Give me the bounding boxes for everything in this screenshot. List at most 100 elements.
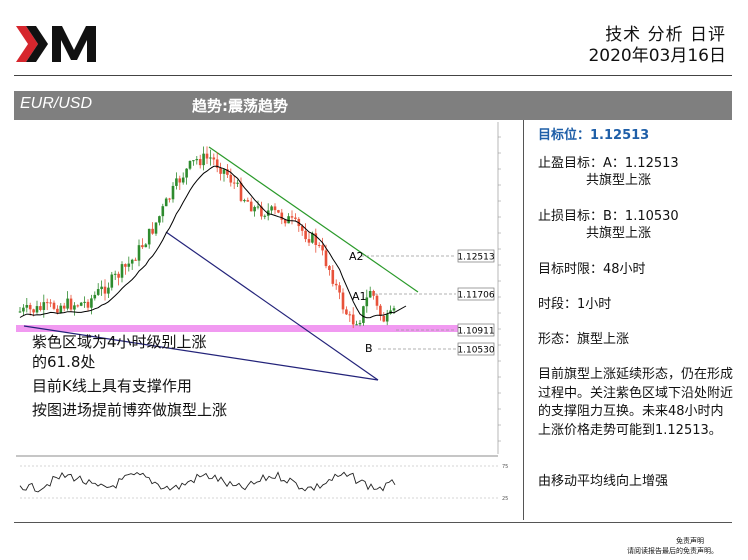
candle-body bbox=[124, 264, 127, 267]
lower-trendline bbox=[23, 325, 379, 381]
candle-body bbox=[243, 200, 246, 202]
candle-body bbox=[96, 289, 100, 295]
candle-body bbox=[205, 153, 209, 159]
candle-body bbox=[52, 302, 56, 309]
candle-body bbox=[321, 245, 324, 251]
price-label-a1: 1.11706 bbox=[457, 287, 495, 301]
candle-body bbox=[385, 313, 389, 322]
annotation-line-1: 紫色区域为4小时级别上涨 bbox=[32, 333, 207, 351]
candle-body bbox=[331, 269, 335, 284]
candle-body bbox=[175, 178, 178, 186]
candle-body bbox=[178, 178, 182, 183]
candle-body bbox=[28, 305, 32, 310]
candle-body bbox=[100, 286, 103, 290]
xm-logo bbox=[16, 26, 96, 62]
candle-body bbox=[22, 307, 25, 312]
candle-body bbox=[127, 263, 131, 267]
candle-body bbox=[294, 217, 297, 219]
candle-body bbox=[134, 259, 137, 261]
candle-body bbox=[368, 290, 372, 298]
candle-body bbox=[93, 294, 97, 299]
price-chart: 1.12513 1.11706 1.10911 1.10530 A2 A1 B … bbox=[16, 122, 522, 522]
candle-body bbox=[260, 206, 263, 217]
point-b: B bbox=[365, 342, 373, 355]
candle-body bbox=[249, 201, 253, 212]
candlesticks bbox=[18, 146, 396, 329]
candle-body bbox=[79, 302, 83, 306]
candle-body bbox=[192, 160, 195, 162]
osc-tick-75: 75 bbox=[502, 464, 508, 470]
candle-body bbox=[280, 212, 284, 220]
candle-body bbox=[83, 301, 86, 303]
candle-body bbox=[90, 298, 93, 308]
candle-body bbox=[273, 206, 277, 211]
candle-body bbox=[345, 309, 348, 315]
candle-body bbox=[226, 169, 229, 175]
candle-body bbox=[158, 216, 161, 223]
osc-tick-25: 25 bbox=[502, 496, 508, 502]
candle-body bbox=[120, 264, 124, 278]
candle-body bbox=[338, 285, 341, 293]
ma-note: 由移动平均线向上增强 bbox=[538, 474, 669, 489]
moving-average-line bbox=[19, 165, 407, 319]
candle-body bbox=[113, 273, 117, 275]
candle-body bbox=[39, 306, 42, 310]
candle-body bbox=[168, 198, 171, 200]
candle-body bbox=[154, 222, 158, 234]
candle-body bbox=[66, 298, 69, 309]
stop-loss-info: 止损目标：B：1.10530 共旗型上涨 bbox=[538, 209, 679, 241]
svg-text:1.10530: 1.10530 bbox=[457, 346, 494, 356]
candle-body bbox=[324, 250, 328, 267]
candle-body bbox=[358, 322, 362, 325]
trend-label: 趋势:震荡趋势 bbox=[192, 97, 288, 115]
pattern: 形态：旗型上涨 bbox=[538, 332, 630, 347]
candle-body bbox=[32, 309, 35, 313]
candle-body bbox=[362, 306, 365, 323]
candle-body bbox=[232, 182, 236, 184]
candle-body bbox=[181, 177, 185, 183]
candle-body bbox=[236, 182, 239, 184]
candle-body bbox=[209, 157, 212, 159]
candle-body bbox=[117, 273, 120, 278]
candle-body bbox=[382, 315, 386, 322]
candle-body bbox=[348, 314, 352, 316]
disclaimer-title: 免责声明 bbox=[676, 537, 704, 545]
candle-body bbox=[239, 182, 243, 201]
svg-text:1.10911: 1.10911 bbox=[457, 327, 494, 337]
candle-body bbox=[351, 314, 355, 325]
candle-body bbox=[202, 153, 205, 166]
candle-body bbox=[270, 206, 273, 211]
candle-body bbox=[212, 157, 216, 160]
support-zone bbox=[16, 325, 464, 332]
candle-body bbox=[25, 305, 29, 308]
candle-body bbox=[375, 295, 379, 306]
bottom-divider bbox=[14, 522, 732, 523]
currency-pair: EUR/USD bbox=[20, 95, 93, 112]
candle-body bbox=[35, 306, 39, 313]
price-label-b: 1.10530 bbox=[457, 342, 495, 356]
candle-body bbox=[42, 302, 46, 310]
candle-body bbox=[164, 198, 168, 207]
analysis-text: 目前旗型上涨延续形态，仍在形成过程中。关注紫色区域下沿处附近的支撑阻力互换。未来… bbox=[538, 367, 734, 438]
candle-body bbox=[144, 244, 148, 248]
candle-body bbox=[110, 274, 114, 288]
point-a2: A2 bbox=[349, 250, 364, 263]
candle-body bbox=[365, 297, 369, 307]
candle-body bbox=[59, 305, 63, 313]
candle-body bbox=[341, 292, 345, 310]
candle-body bbox=[69, 298, 73, 310]
candle-body bbox=[379, 305, 382, 316]
candle-body bbox=[314, 233, 318, 245]
candle-body bbox=[107, 287, 110, 294]
candle-body bbox=[263, 215, 267, 217]
candle-body bbox=[355, 324, 358, 326]
candle-body bbox=[334, 283, 338, 286]
candle-body bbox=[229, 174, 233, 183]
candle-body bbox=[277, 210, 280, 213]
candle-body bbox=[18, 311, 22, 313]
candle-body bbox=[283, 219, 287, 224]
disclaimer-text: 请阅读报告最后的免责声明。 bbox=[627, 547, 718, 555]
candle-body bbox=[56, 308, 59, 313]
svg-text:1.11706: 1.11706 bbox=[457, 291, 494, 301]
candle-body bbox=[307, 239, 311, 243]
